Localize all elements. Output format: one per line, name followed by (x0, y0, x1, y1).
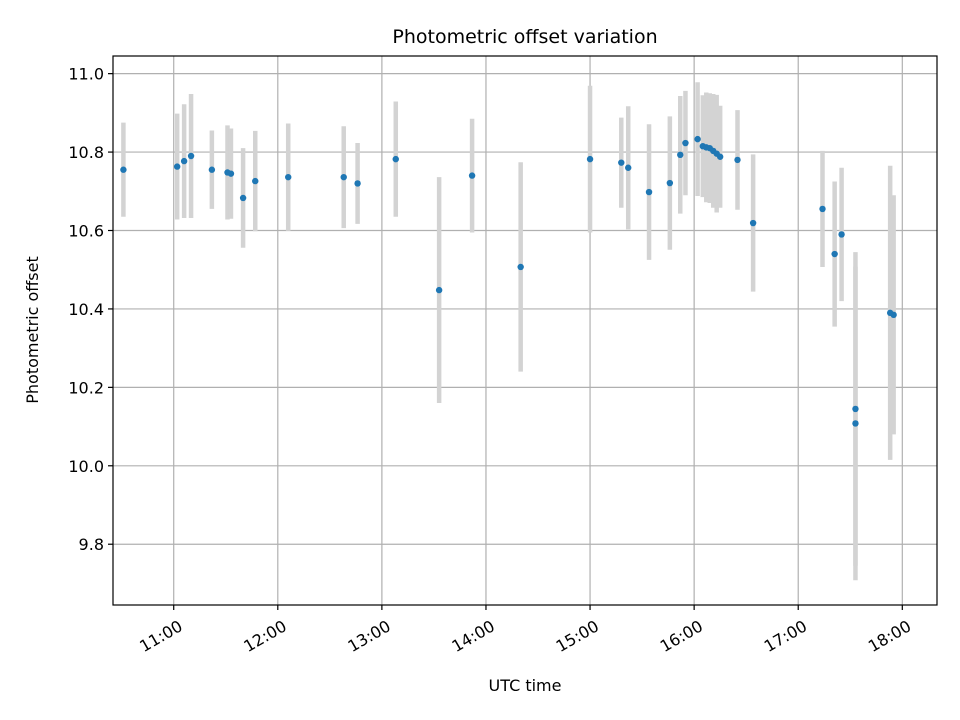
data-point (239, 194, 247, 202)
data-point (749, 219, 757, 227)
y-tick-label: 10.6 (68, 222, 104, 241)
y-tick-label: 10.0 (68, 457, 104, 476)
x-axis-label: UTC time (489, 676, 562, 695)
data-point (340, 173, 347, 181)
data-point (694, 135, 701, 143)
data-point (180, 157, 188, 165)
data-point (734, 156, 741, 164)
data-point (838, 231, 845, 238)
y-tick-label: 9.8 (79, 535, 104, 554)
data-point (586, 155, 594, 163)
y-tick-label: 10.8 (68, 143, 104, 162)
data-point (677, 151, 684, 159)
data-point (517, 263, 524, 271)
y-axis-label: Photometric offset (23, 256, 42, 404)
data-point (645, 188, 653, 196)
data-points (120, 135, 897, 427)
data-point (252, 177, 259, 185)
data-point (625, 164, 632, 171)
data-point (468, 172, 476, 179)
data-point (392, 155, 399, 163)
chart-title: Photometric offset variation (392, 26, 657, 48)
data-point (716, 153, 724, 160)
data-point (227, 170, 235, 177)
y-gridlines (113, 73, 937, 545)
data-point (173, 163, 181, 170)
y-tick-label: 10.4 (68, 300, 104, 319)
data-point (852, 405, 859, 413)
y-tick-label: 11.0 (68, 65, 104, 84)
data-point (208, 166, 216, 173)
y-axis-ticks: 9.8 10.0 10.2 10.4 10.6 10.8 11.0 (68, 65, 113, 554)
data-point (354, 180, 361, 187)
data-point (819, 205, 826, 213)
data-point (666, 179, 674, 187)
data-point (187, 152, 195, 160)
data-point (831, 250, 838, 258)
data-point (435, 286, 443, 294)
plot-frame (112, 55, 938, 606)
data-point (618, 159, 625, 166)
y-tick-label: 10.2 (68, 378, 104, 397)
data-point (120, 166, 127, 173)
data-point (890, 311, 897, 319)
data-point (285, 173, 292, 181)
data-point (682, 139, 689, 147)
data-point (852, 420, 859, 427)
